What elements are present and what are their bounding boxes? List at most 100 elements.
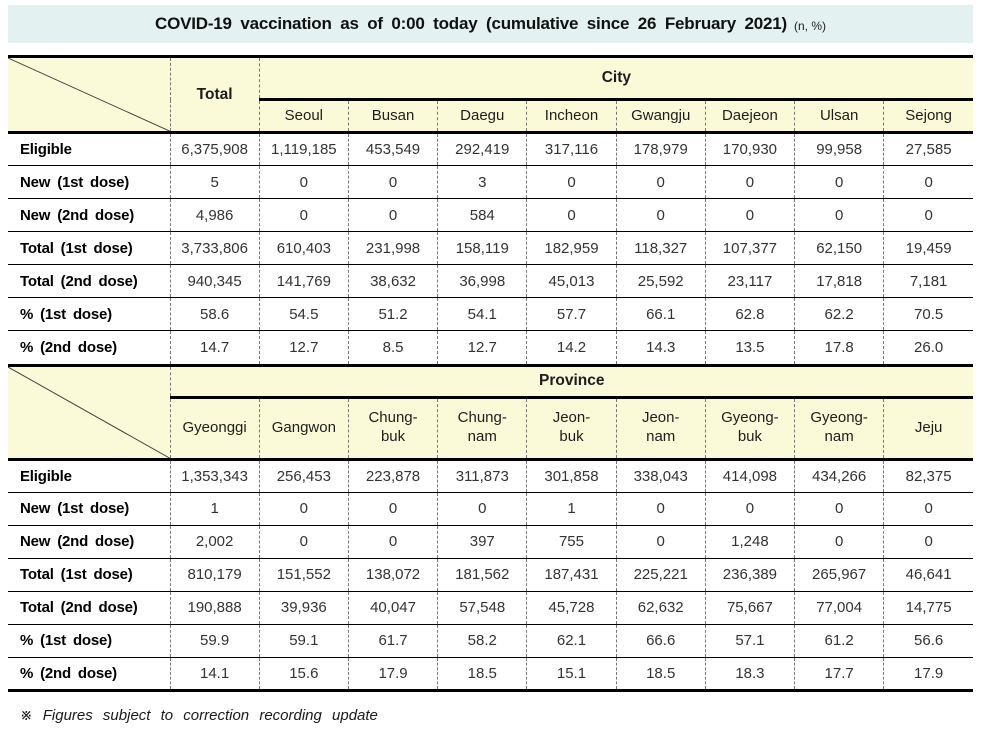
data-cell: 70.5 [883, 297, 973, 331]
row-label: New (1st dose) [8, 165, 170, 199]
row-label: New (1st dose) [8, 491, 170, 525]
data-cell: 45,728 [526, 590, 617, 624]
province-vaccination-table: Province Gyeonggi Gangwon Chung- buk Chu… [8, 363, 973, 692]
data-cell: 223,878 [347, 458, 438, 492]
data-cell: 5 [169, 165, 260, 199]
row-label: % (1st dose) [8, 297, 170, 331]
data-cell: 18.5 [615, 656, 706, 690]
data-cell: 46,641 [883, 557, 973, 591]
data-cell: 8.5 [347, 330, 438, 364]
data-cell: 14.1 [169, 656, 260, 690]
table-row: Total (2nd dose) 940,345 141,769 38,632 36,9… [8, 264, 973, 298]
data-cell: 118,327 [615, 231, 706, 265]
data-cell: 0 [615, 165, 706, 199]
column-header-ulsan: Ulsan [794, 99, 884, 134]
row-label: Eligible [8, 458, 170, 492]
data-cell: 4,986 [169, 198, 260, 232]
data-cell: 0 [347, 165, 438, 199]
column-header-jeonbuk: Jeon- buk [526, 397, 617, 461]
data-cell: 181,562 [437, 557, 527, 591]
row-label: % (2nd dose) [8, 330, 170, 364]
data-cell: 0 [704, 491, 795, 525]
data-cell: 57,548 [437, 590, 527, 624]
data-cell: 26.0 [883, 330, 973, 364]
data-cell: 0 [704, 198, 795, 232]
data-cell: 59.9 [169, 623, 260, 657]
data-cell: 17.9 [883, 656, 973, 690]
data-cell: 810,179 [169, 557, 260, 591]
data-cell: 170,930 [704, 132, 795, 166]
data-cell: 0 [883, 198, 973, 232]
data-cell: 57.7 [526, 297, 617, 331]
data-cell: 0 [794, 165, 884, 199]
title-bar: COVID-19 vaccination as of 0:00 today (c… [8, 5, 973, 43]
data-cell: 15.1 [526, 656, 617, 690]
data-cell: 62.2 [794, 297, 884, 331]
data-cell: 58.6 [169, 297, 260, 331]
table-row: New (1st dose) 1 0 0 0 1 0 0 0 0 [8, 491, 973, 525]
data-cell: 0 [258, 491, 349, 525]
title-units: (n, %) [793, 18, 826, 33]
row-label: Total (2nd dose) [8, 590, 170, 624]
column-header-gyeongnam: Gyeong- nam [794, 397, 884, 461]
data-cell: 14.2 [526, 330, 617, 364]
data-cell: 0 [526, 165, 617, 199]
column-header-chungbuk: Chung- buk [347, 397, 438, 461]
data-cell: 755 [526, 524, 617, 558]
column-header-sejong: Sejong [883, 99, 973, 134]
data-cell: 584 [437, 198, 527, 232]
data-cell: 107,377 [704, 231, 795, 265]
data-cell: 66.1 [615, 297, 706, 331]
data-cell: 1 [169, 491, 260, 525]
data-cell: 39,936 [258, 590, 349, 624]
data-cell: 40,047 [347, 590, 438, 624]
data-cell: 0 [347, 524, 438, 558]
data-cell: 59.1 [258, 623, 349, 657]
data-cell: 151,552 [258, 557, 349, 591]
table-row: % (2nd dose) 14.7 12.7 8.5 12.7 14.2 14.3 13.5 1… [8, 330, 973, 364]
data-cell: 62.1 [526, 623, 617, 657]
data-cell: 187,431 [526, 557, 617, 591]
data-cell: 292,419 [437, 132, 527, 166]
data-cell: 0 [615, 524, 706, 558]
data-cell: 45,013 [526, 264, 617, 298]
data-cell: 0 [258, 165, 349, 199]
data-cell: 1 [526, 491, 617, 525]
data-cell: 317,116 [526, 132, 617, 166]
data-cell: 57.1 [704, 623, 795, 657]
row-label: Total (1st dose) [8, 231, 170, 265]
data-cell: 1,353,343 [169, 458, 260, 492]
group-header-city: City [258, 56, 973, 101]
data-cell: 0 [615, 491, 706, 525]
data-cell: 397 [437, 524, 527, 558]
row-label: New (2nd dose) [8, 524, 170, 558]
data-cell: 158,119 [437, 231, 527, 265]
data-cell: 99,958 [794, 132, 884, 166]
data-cell: 0 [794, 524, 884, 558]
data-cell: 0 [526, 198, 617, 232]
column-header-incheon: Incheon [526, 99, 617, 134]
table-row: Total (1st dose) 810,179 151,552 138,072 181… [8, 557, 973, 591]
city-table-body: Eligible 6,375,908 1,119,185 453,549 292,419… [8, 132, 973, 364]
data-cell: 12.7 [258, 330, 349, 364]
column-header-daegu: Daegu [437, 99, 527, 134]
data-cell: 0 [883, 524, 973, 558]
data-cell: 0 [883, 491, 973, 525]
data-cell: 17,818 [794, 264, 884, 298]
data-cell: 12.7 [437, 330, 527, 364]
data-cell: 61.2 [794, 623, 884, 657]
data-cell: 0 [437, 491, 527, 525]
data-cell: 14.3 [615, 330, 706, 364]
data-cell: 225,221 [615, 557, 706, 591]
data-cell: 54.1 [437, 297, 527, 331]
column-header-gyeonggi: Gyeonggi [169, 397, 260, 461]
data-cell: 66.6 [615, 623, 706, 657]
data-cell: 7,181 [883, 264, 973, 298]
table-row: Total (2nd dose) 190,888 39,936 40,047 57,54… [8, 590, 973, 624]
data-cell: 236,389 [704, 557, 795, 591]
data-cell: 940,345 [169, 264, 260, 298]
data-cell: 23,117 [704, 264, 795, 298]
column-header-chungnam: Chung- nam [437, 397, 527, 461]
data-cell: 54.5 [258, 297, 349, 331]
row-label: % (1st dose) [8, 623, 170, 657]
